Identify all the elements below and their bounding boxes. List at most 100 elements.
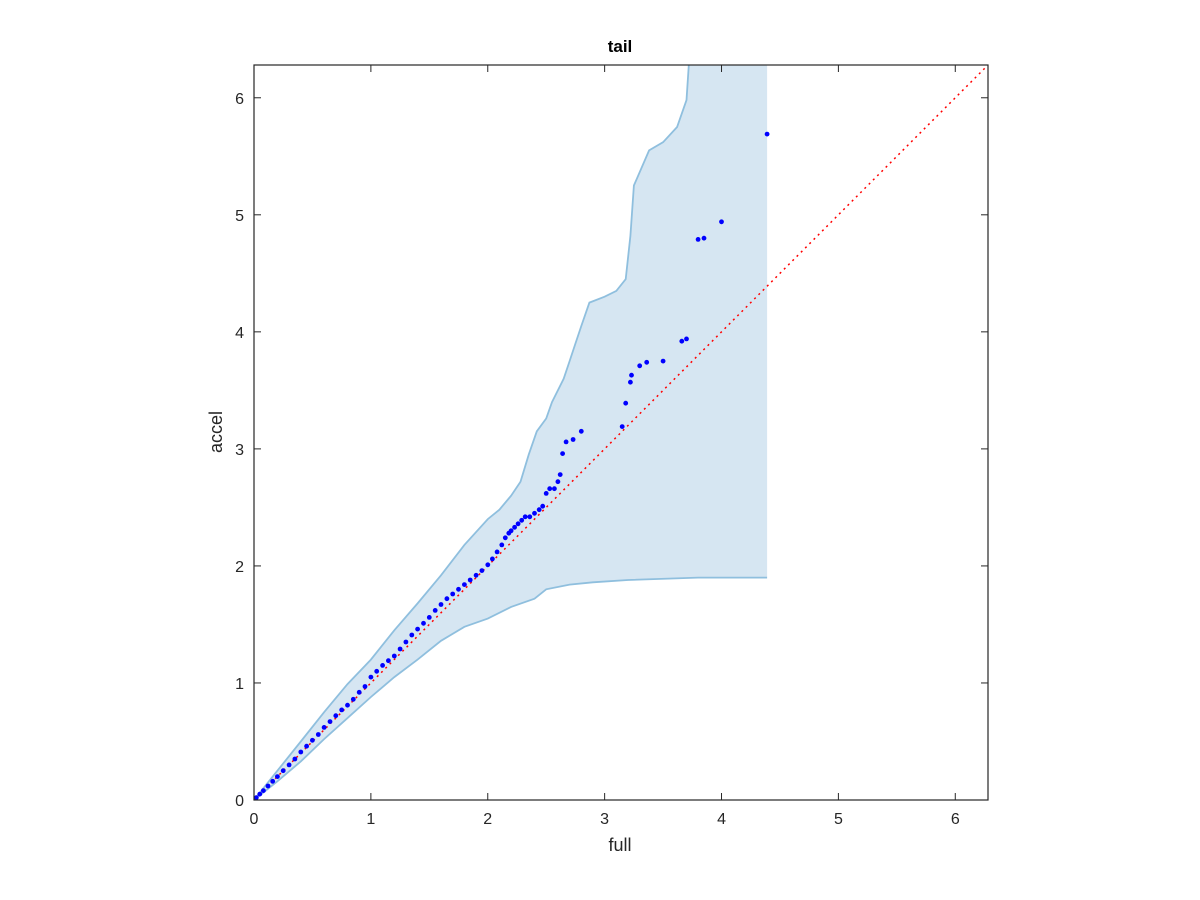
data-point xyxy=(380,663,385,668)
data-point xyxy=(403,639,409,645)
data-point xyxy=(415,626,420,632)
data-point xyxy=(515,521,521,527)
data-point xyxy=(555,479,561,485)
band-upper-edge xyxy=(253,64,690,801)
data-point xyxy=(275,774,280,779)
data-point xyxy=(467,577,473,583)
data-point xyxy=(623,400,629,406)
data-point xyxy=(333,713,339,719)
y-tick-label: 5 xyxy=(235,208,244,225)
x-tick-label: 3 xyxy=(600,811,609,828)
data-point xyxy=(695,237,701,242)
data-point xyxy=(644,359,650,365)
data-point xyxy=(374,668,380,674)
data-point xyxy=(563,439,569,445)
x-tick-label: 4 xyxy=(717,811,726,828)
axes-box xyxy=(253,64,989,801)
data-point xyxy=(536,507,542,513)
y-tick-label: 0 xyxy=(235,793,244,810)
chart-title: tail xyxy=(608,37,633,56)
axis-ticks: 0 1 2 3 4 5 6 0 1 2 3 4 5 6 xyxy=(235,65,988,828)
data-point xyxy=(679,338,685,344)
x-tick-label: 1 xyxy=(366,811,375,828)
data-point xyxy=(321,725,327,730)
data-point xyxy=(456,586,461,592)
data-point xyxy=(527,514,533,520)
data-point xyxy=(485,562,491,568)
y-tick-label: 2 xyxy=(235,559,244,576)
data-point xyxy=(479,568,485,573)
data-point xyxy=(543,491,549,496)
y-tick-label: 4 xyxy=(235,325,244,342)
x-tick-label: 2 xyxy=(483,811,492,828)
data-point xyxy=(350,696,356,702)
data-point xyxy=(327,719,333,724)
data-point xyxy=(421,620,426,626)
data-point xyxy=(438,602,444,607)
data-point xyxy=(270,778,276,784)
data-point xyxy=(578,428,584,434)
data-point xyxy=(522,514,528,520)
data-point xyxy=(502,535,508,541)
data-point xyxy=(368,674,374,680)
data-point xyxy=(444,596,450,602)
data-point xyxy=(450,591,456,597)
data-point xyxy=(310,737,315,743)
data-point xyxy=(426,615,432,620)
data-point xyxy=(619,424,625,429)
data-point xyxy=(292,756,298,762)
data-point xyxy=(298,749,304,755)
data-point xyxy=(540,503,546,509)
data-point xyxy=(560,451,565,456)
data-point xyxy=(628,379,633,385)
data-point xyxy=(473,572,479,578)
data-point xyxy=(261,788,266,793)
data-point xyxy=(719,219,724,225)
data-point xyxy=(432,608,438,613)
data-point xyxy=(257,791,263,797)
y-tick-label: 3 xyxy=(235,442,244,459)
confidence-band xyxy=(254,65,768,800)
plot-area xyxy=(253,64,989,801)
data-point xyxy=(660,358,666,364)
data-point xyxy=(286,762,292,768)
data-point xyxy=(701,235,707,241)
data-point xyxy=(345,702,350,708)
data-point xyxy=(512,524,517,530)
data-point xyxy=(508,528,514,534)
data-point xyxy=(391,653,397,659)
reference-line xyxy=(253,64,989,801)
x-tick-label: 6 xyxy=(951,811,960,828)
data-point xyxy=(362,684,368,689)
data-point xyxy=(629,372,634,378)
band-lower-edge xyxy=(253,576,768,801)
y-tick-label: 6 xyxy=(235,91,244,108)
x-axis-label: full xyxy=(608,835,631,855)
data-point xyxy=(265,783,271,789)
data-point xyxy=(315,732,321,737)
data-point xyxy=(570,437,576,442)
data-point xyxy=(547,486,553,492)
data-point xyxy=(532,510,537,516)
data-point xyxy=(494,549,500,555)
data-point xyxy=(462,582,467,587)
y-tick-label: 1 xyxy=(235,676,244,693)
data-point xyxy=(637,363,643,369)
y-axis-label: accel xyxy=(206,411,226,453)
x-tick-label: 5 xyxy=(834,811,843,828)
data-point xyxy=(557,472,563,477)
data-point xyxy=(409,632,415,638)
data-point xyxy=(552,486,557,492)
data-point xyxy=(490,556,495,562)
data-point xyxy=(764,131,770,137)
data-point xyxy=(356,689,362,695)
data-point xyxy=(386,658,391,664)
data-point xyxy=(397,646,403,652)
data-point xyxy=(519,517,525,523)
data-point xyxy=(339,707,345,713)
data-point xyxy=(304,743,309,749)
data-point xyxy=(253,795,259,801)
x-tick-label: 0 xyxy=(250,811,259,828)
data-point xyxy=(499,542,505,548)
